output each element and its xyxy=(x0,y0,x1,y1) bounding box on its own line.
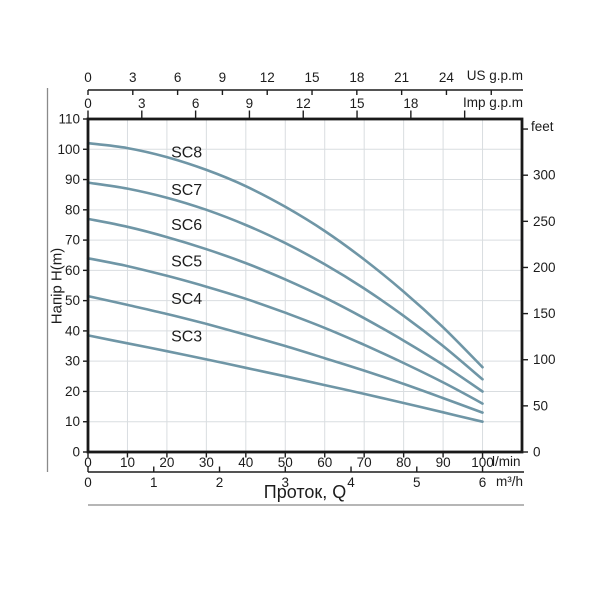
curve-SC6 xyxy=(86,217,484,393)
m3h-unit-label: m³/h xyxy=(496,474,523,489)
lmin-tick-label: 80 xyxy=(396,455,411,470)
y-axis-title: Напір H(m) xyxy=(48,247,66,325)
curve-SC8 xyxy=(86,141,484,369)
feet-tick-label: 200 xyxy=(533,260,556,275)
imp-gpm-tick-label: 6 xyxy=(192,96,200,111)
h-m-tick-label: 30 xyxy=(65,354,80,369)
us-gpm-tick-label: 6 xyxy=(174,70,182,85)
lmin-tick-label: 30 xyxy=(199,455,214,470)
lmin-tick-label: 20 xyxy=(159,455,174,470)
x-axis-title: Проток, Q xyxy=(263,482,347,502)
pump-curves xyxy=(86,141,484,423)
h-m-tick-label: 70 xyxy=(65,233,80,248)
curve-label-SC5: SC5 xyxy=(171,253,202,270)
m3h-tick-label: 3 xyxy=(282,475,290,490)
feet-tick-label: 100 xyxy=(533,352,556,367)
gridlines xyxy=(88,119,522,452)
imp-gpm-tick-label: 15 xyxy=(350,96,365,111)
m3h-tick-label: 2 xyxy=(216,475,224,490)
feet-unit-label: feet xyxy=(531,119,554,134)
h-m-tick-label: 90 xyxy=(65,172,80,187)
lmin-tick-label: 50 xyxy=(278,455,293,470)
us-gpm-tick-label: 15 xyxy=(305,70,320,85)
us-gpm-tick-label: 0 xyxy=(84,70,92,85)
imp-gpm-tick-label: 18 xyxy=(403,96,418,111)
lmin-tick-label: 100 xyxy=(471,455,494,470)
h-m-tick-label: 100 xyxy=(57,142,80,157)
curve-label-SC7: SC7 xyxy=(171,182,202,199)
m3h-tick-label: 0 xyxy=(84,475,92,490)
curve-label-SC8: SC8 xyxy=(171,144,202,161)
imp-gpm-tick-label: 3 xyxy=(138,96,146,111)
us-gpm-tick-label: 18 xyxy=(349,70,364,85)
us-gpm-tick-label: 9 xyxy=(219,70,227,85)
feet-tick-label: 300 xyxy=(533,168,556,183)
us-gpm-tick-label: 12 xyxy=(260,70,275,85)
feet-tick-label: 50 xyxy=(533,398,548,413)
m3h-tick-label: 5 xyxy=(413,475,421,490)
imp-gpm-tick-label: 12 xyxy=(296,96,311,111)
lmin-unit-label: l/min xyxy=(492,454,521,469)
m3h-tick-label: 4 xyxy=(347,475,355,490)
us-gpm-tick-label: 3 xyxy=(129,70,137,85)
lmin-tick-label: 10 xyxy=(120,455,135,470)
feet-tick-label: 250 xyxy=(533,214,556,229)
curve-SC7 xyxy=(86,181,484,381)
us-gpm-unit-label: US g.p.m xyxy=(466,68,523,83)
lmin-tick-label: 0 xyxy=(84,455,92,470)
h-m-tick-label: 10 xyxy=(65,414,80,429)
m3h-tick-label: 6 xyxy=(479,475,487,490)
imp-gpm-tick-label: 9 xyxy=(246,96,254,111)
h-m-tick-label: 110 xyxy=(58,112,80,127)
curve-SC5 xyxy=(86,257,484,405)
us-gpm-tick-label: 21 xyxy=(394,70,409,85)
lmin-tick-label: 70 xyxy=(357,455,372,470)
feet-tick-label: 0 xyxy=(533,445,541,460)
h-m-tick-label: 80 xyxy=(65,202,80,217)
lmin-tick-label: 60 xyxy=(317,455,332,470)
imp-gpm-tick-label: 0 xyxy=(84,96,92,111)
curve-label-SC3: SC3 xyxy=(171,328,202,345)
curve-SC3 xyxy=(86,334,484,423)
h-m-tick-label: 20 xyxy=(65,384,80,399)
curve-label-SC4: SC4 xyxy=(171,291,202,308)
h-m-tick-label: 50 xyxy=(65,293,80,308)
curve-SC4 xyxy=(86,294,484,414)
h-m-tick-label: 40 xyxy=(65,323,80,338)
h-m-tick-label: 0 xyxy=(72,445,80,460)
h-m-tick-label: 60 xyxy=(65,263,80,278)
plot-border xyxy=(86,117,524,454)
curve-label-SC6: SC6 xyxy=(171,217,202,234)
m3h-tick-label: 1 xyxy=(150,475,158,490)
imp-gpm-unit-label: Imp g.p.m xyxy=(462,95,523,110)
feet-tick-label: 150 xyxy=(533,306,556,321)
lmin-tick-label: 40 xyxy=(238,455,253,470)
lmin-tick-label: 90 xyxy=(436,455,451,470)
us-gpm-tick-label: 24 xyxy=(439,70,455,85)
